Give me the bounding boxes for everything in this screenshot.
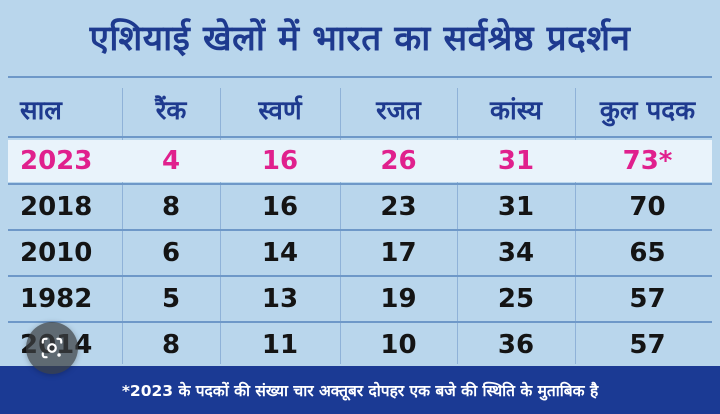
cell-bronze: 36 (497, 329, 535, 360)
header-total: कुल पदक (599, 96, 696, 126)
cell-bronze: 34 (497, 238, 535, 268)
cell-year: 2023 (20, 146, 93, 176)
highlight-band (8, 140, 712, 182)
row-divider (8, 275, 712, 277)
page-title: एशियाई खेलों में भारत का सर्वश्रेष्ठ प्र… (89, 18, 631, 59)
cell-total: 65 (629, 238, 666, 268)
cell-gold: 16 (261, 192, 299, 222)
table-row: 2023 4 16 26 31 73* (0, 140, 720, 182)
column-divider (457, 88, 458, 364)
cell-rank: 5 (161, 284, 181, 314)
cell-silver: 19 (380, 284, 417, 314)
table-row: 1982 5 13 19 25 57 (0, 277, 720, 321)
cell-rank: 4 (161, 146, 181, 176)
cell-silver: 17 (380, 238, 417, 268)
cell-silver: 23 (380, 192, 417, 222)
cell-year: 2018 (20, 192, 93, 222)
cell-total: 73* (622, 146, 673, 176)
header-bronze: कांस्य (490, 96, 542, 126)
cell-gold: 13 (261, 284, 299, 314)
column-divider (122, 88, 123, 364)
cell-silver: 10 (380, 329, 417, 360)
cell-total: 70 (629, 192, 666, 222)
header-gold: स्वर्ण (258, 96, 302, 126)
cell-year: 1982 (20, 284, 93, 314)
lens-icon (41, 337, 63, 359)
cell-total: 57 (629, 329, 666, 360)
column-divider (340, 88, 341, 364)
column-divider (575, 88, 576, 364)
row-divider (8, 183, 712, 185)
cell-gold: 11 (261, 329, 299, 360)
header-divider (8, 136, 712, 138)
cell-year: 2010 (20, 238, 93, 268)
cell-total: 57 (629, 284, 666, 314)
cell-gold: 14 (261, 238, 299, 268)
table-header-row: साल रैंक स्वर्ण रजत कांस्य कुल पदक (0, 82, 720, 136)
title-divider (8, 76, 712, 78)
table-row: 2018 8 16 23 31 70 (0, 185, 720, 229)
table-row: 2010 6 14 17 34 65 (0, 231, 720, 275)
row-divider (8, 229, 712, 231)
cell-bronze: 31 (497, 192, 535, 222)
cell-gold: 16 (261, 146, 299, 176)
cell-rank: 6 (161, 238, 181, 268)
row-divider (8, 321, 712, 323)
header-silver: रजत (376, 96, 421, 126)
lens-button[interactable] (26, 322, 78, 374)
header-rank: रैंक (155, 96, 187, 126)
cell-bronze: 31 (497, 146, 535, 176)
cell-rank: 8 (161, 329, 181, 360)
cell-bronze: 25 (497, 284, 535, 314)
cell-rank: 8 (161, 192, 181, 222)
cell-silver: 26 (380, 146, 417, 176)
header-year: साल (20, 96, 62, 126)
footnote-bar: *2023 के पदकों की संख्या चार अक्तूबर दोप… (0, 366, 720, 414)
table-row: 2014 8 11 10 36 57 (0, 323, 720, 366)
column-divider (220, 88, 221, 364)
